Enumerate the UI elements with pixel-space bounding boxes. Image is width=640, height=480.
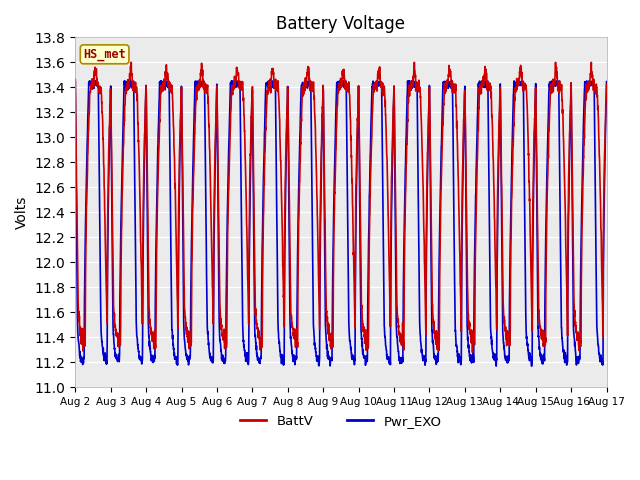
Pwr_EXO bbox=[593, 280, 600, 286]
BattV bbox=[132, 87, 140, 93]
Pwr_EXO bbox=[298, 82, 306, 88]
Pwr_EXO bbox=[535, 339, 543, 345]
Line: Pwr_EXO: Pwr_EXO bbox=[76, 81, 607, 366]
Y-axis label: Volts: Volts bbox=[15, 196, 29, 229]
BattV bbox=[275, 106, 283, 111]
Text: HS_met: HS_met bbox=[83, 48, 126, 61]
Pwr_EXO bbox=[164, 78, 172, 84]
Legend: BattV, Pwr_EXO: BattV, Pwr_EXO bbox=[235, 410, 447, 433]
Pwr_EXO bbox=[72, 78, 79, 84]
BattV bbox=[536, 317, 543, 323]
BattV bbox=[468, 349, 476, 355]
BattV bbox=[72, 77, 79, 83]
Pwr_EXO bbox=[603, 79, 611, 84]
Title: Battery Voltage: Battery Voltage bbox=[276, 15, 405, 33]
BattV bbox=[164, 70, 172, 76]
BattV bbox=[127, 60, 135, 65]
Line: BattV: BattV bbox=[76, 62, 607, 352]
BattV bbox=[603, 82, 611, 87]
Pwr_EXO bbox=[492, 363, 500, 369]
Pwr_EXO bbox=[132, 282, 140, 288]
BattV bbox=[298, 90, 306, 96]
Pwr_EXO bbox=[275, 337, 283, 343]
BattV bbox=[593, 84, 600, 90]
